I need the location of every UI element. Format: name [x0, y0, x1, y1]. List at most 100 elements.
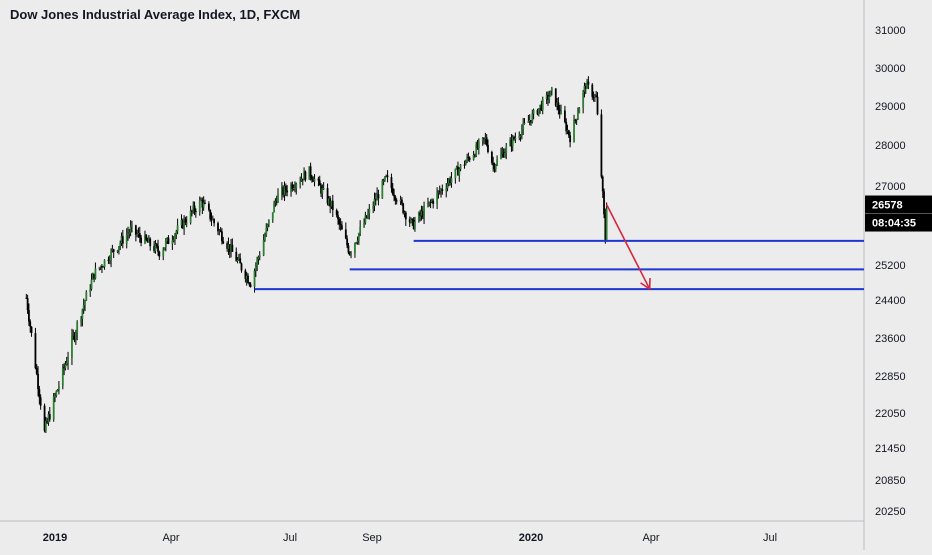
candle-body [282, 187, 285, 195]
candle-body [466, 157, 468, 162]
candle-body [56, 389, 59, 392]
candle-body [283, 186, 286, 195]
candle-body [381, 180, 384, 199]
candle-body [290, 184, 292, 193]
candle-body [518, 136, 521, 138]
candle-body [34, 333, 37, 369]
candle-body [183, 219, 186, 229]
candle-body [262, 240, 265, 256]
candle-body [446, 183, 449, 189]
candle-body [600, 114, 603, 177]
candle-body [29, 321, 32, 327]
candle-body [46, 420, 49, 423]
candle-body [291, 184, 294, 189]
candle-body [402, 203, 405, 214]
candle-body [37, 373, 39, 390]
candle-body [312, 179, 315, 182]
candle-body [244, 270, 247, 280]
candle-body [578, 108, 581, 114]
candle-body [275, 201, 278, 203]
candle-body [300, 178, 303, 182]
candle-body [107, 259, 110, 261]
candle-body [549, 90, 552, 97]
candle-body [527, 121, 530, 123]
candle-body [459, 164, 462, 170]
candle-body [331, 200, 334, 211]
candle-body [584, 85, 587, 89]
candle-body [450, 178, 453, 183]
projection-arrow[interactable] [605, 204, 651, 290]
candle-body [125, 234, 128, 244]
candle-body [510, 139, 513, 147]
candle-body [309, 166, 312, 177]
candle-body [438, 191, 441, 193]
candle-body [420, 211, 423, 216]
candle-body [376, 194, 379, 201]
candle-body [318, 180, 321, 186]
candle-body [193, 205, 196, 212]
candle-body [218, 230, 221, 232]
candle-body [111, 249, 114, 251]
candle-body [464, 161, 467, 166]
candle-body [163, 247, 166, 250]
candle-body [213, 219, 216, 224]
candle-body [311, 176, 313, 180]
candle-body [436, 192, 439, 204]
candle-body [164, 241, 167, 248]
candle-body [93, 273, 96, 279]
candle-body [341, 225, 343, 230]
candle-body [403, 212, 406, 214]
candle-body [90, 279, 93, 290]
candle-body [253, 270, 256, 287]
candle-body [194, 211, 197, 213]
candle-body [185, 222, 188, 224]
x-tick-label: 2020 [519, 532, 543, 544]
candle-body [329, 198, 332, 207]
y-tick-label: 24400 [875, 295, 906, 307]
candle-body [467, 157, 470, 159]
candle-body [530, 120, 532, 123]
candle-body [108, 260, 111, 262]
candle-body [447, 179, 450, 184]
candle-body [411, 218, 414, 221]
candle-body [384, 176, 386, 181]
candle-body [273, 202, 275, 213]
candle-body [52, 396, 55, 420]
candle-body [267, 219, 270, 225]
candle-body [355, 242, 358, 244]
candle-body [145, 235, 148, 240]
candle-body [284, 186, 287, 191]
candle-body [472, 154, 475, 160]
candle-body [321, 188, 324, 194]
candle-body [155, 244, 158, 247]
candle-body [558, 109, 561, 114]
candle-body [338, 219, 341, 225]
candle-body [209, 209, 212, 220]
candle-body [399, 199, 402, 202]
candle-body [303, 171, 305, 181]
candle-body [299, 181, 302, 185]
candle-body [110, 250, 112, 261]
candle-body [146, 239, 149, 243]
candle-body [119, 243, 122, 247]
candle-body [583, 85, 586, 92]
candle-body [147, 238, 150, 243]
candle-body [120, 236, 123, 244]
candle-body [408, 219, 411, 223]
candle-body [134, 225, 137, 235]
candle-body [129, 226, 132, 233]
candle-body [82, 305, 85, 310]
candle-body [359, 226, 362, 234]
candle-body [522, 123, 525, 130]
candle-body [501, 152, 504, 154]
candle-body [412, 220, 415, 229]
candle-body [38, 389, 41, 398]
candle-body [502, 152, 505, 158]
candle-body [191, 210, 193, 212]
candle-body [560, 110, 562, 114]
candle-body [144, 235, 146, 243]
candle-body [457, 166, 459, 176]
candle-body [249, 284, 252, 287]
